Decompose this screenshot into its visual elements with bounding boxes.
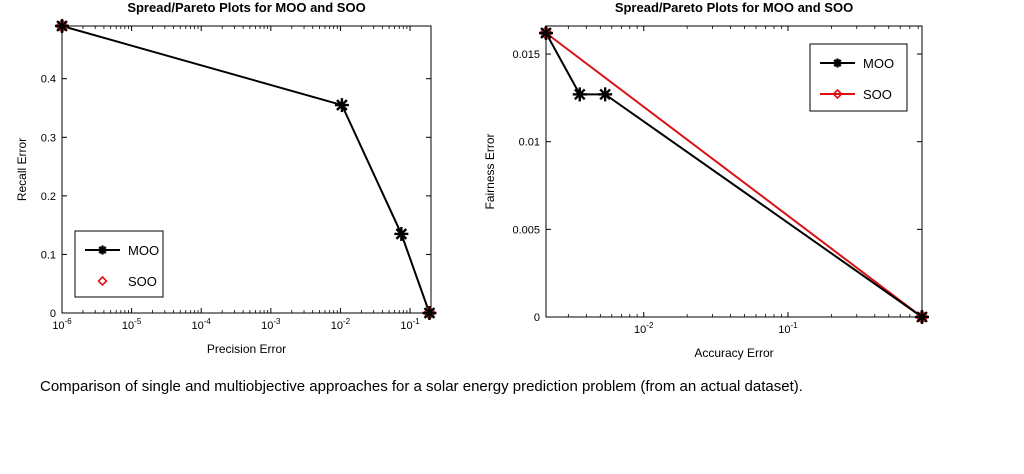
x-tick-label: 10-1 (400, 317, 420, 332)
y-tick-label: 0.2 (41, 191, 56, 203)
x-tick-label: 10-3 (261, 317, 281, 332)
y-tick-label: 0.4 (41, 74, 56, 86)
chart-1: Spread/Pareto Plots for MOO and SOO 10-6 1… (15, 0, 437, 356)
legend-box (74, 230, 164, 298)
moo-line (545, 32, 923, 318)
legend-soo-label: SOO (128, 274, 157, 289)
y-tick-label: 0.005 (512, 224, 540, 236)
moo-point (539, 26, 553, 41)
chart-2: Spread/Pareto Plots for MOO and SOO 10-2 1… (483, 0, 930, 360)
moo-point (55, 19, 69, 33)
figure-caption: Comparison of single and multiobjective … (40, 378, 803, 395)
y-tick-label: 0.015 (512, 49, 540, 61)
legend: MOO SOO (74, 230, 164, 298)
y-axis-label: Fairness Error (483, 133, 497, 209)
legend-moo-label: MOO (863, 56, 894, 71)
y-tick-label: 0 (50, 308, 56, 320)
moo-line (61, 25, 431, 314)
chart-title: Spread/Pareto Plots for MOO and SOO (615, 0, 853, 15)
legend-box (809, 43, 908, 112)
chart-title: Spread/Pareto Plots for MOO and SOO (127, 0, 365, 15)
moo-point (334, 98, 349, 113)
legend-soo-marker (97, 275, 108, 287)
legend-soo-marker (832, 88, 843, 100)
x-tick-label: 10-2 (331, 317, 351, 332)
moo-point (394, 226, 409, 241)
y-tick-label: 0 (534, 312, 540, 324)
x-tick-label: 10-1 (778, 321, 798, 336)
legend-moo-label: MOO (128, 243, 159, 258)
moo-point (572, 87, 587, 102)
x-axis-label: Precision Error (207, 342, 286, 356)
y-tick-label: 0.3 (41, 132, 56, 144)
y-axis-label: Recall Error (15, 138, 29, 201)
x-tick-label: 10-2 (634, 321, 654, 336)
moo-point (598, 87, 613, 102)
legend-soo-label: SOO (863, 87, 892, 102)
legend: MOO SOO (809, 43, 908, 112)
moo-point (915, 310, 929, 324)
x-tick-label: 10-4 (192, 317, 212, 332)
legend-moo-marker (98, 245, 107, 255)
x-tick-label: 10-5 (122, 317, 142, 332)
soo-line (545, 32, 923, 318)
x-axis-label: Accuracy Error (694, 346, 773, 360)
x-tick-label: 10-6 (52, 317, 72, 332)
moo-point (422, 306, 437, 320)
legend-moo-marker (833, 58, 842, 68)
y-tick-label: 0.01 (519, 137, 540, 149)
y-tick-label: 0.1 (41, 249, 56, 261)
